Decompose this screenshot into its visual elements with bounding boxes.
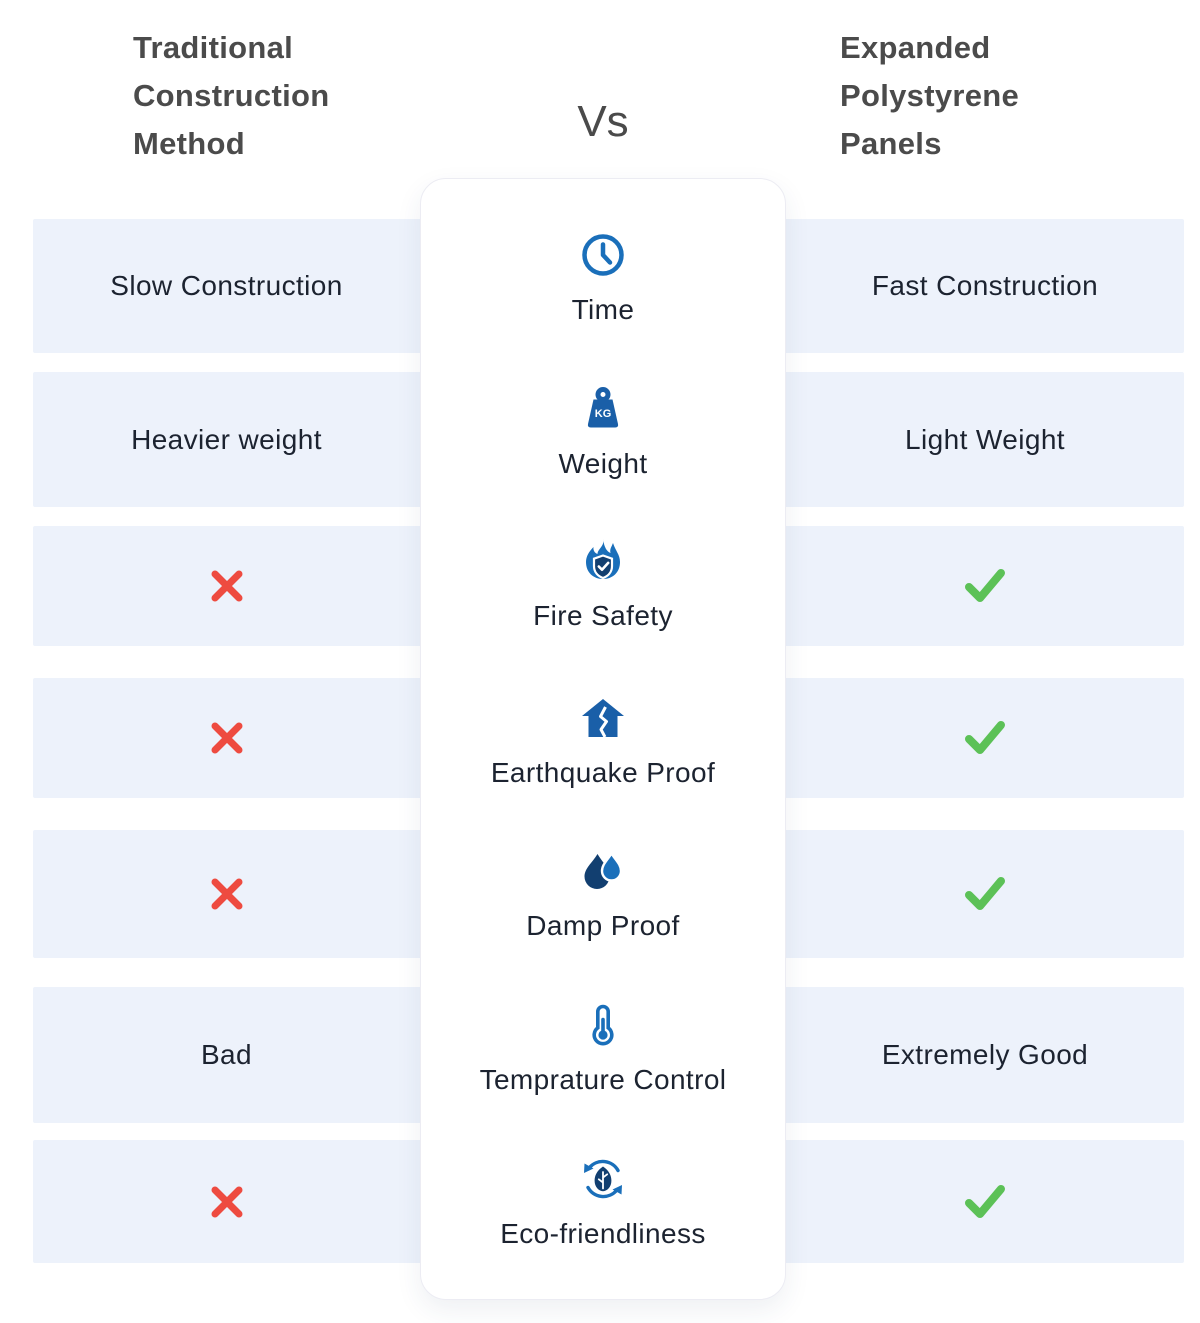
- eco-recycle-leaf-icon: [584, 1159, 622, 1199]
- feature-item: Damp Proof: [421, 847, 785, 942]
- comparison-value: Extremely Good: [881, 1039, 1089, 1070]
- feature-item: Eco-friendliness: [421, 1155, 785, 1250]
- svg-text:KG: KG: [595, 408, 612, 420]
- eps-panels-title: Expanded Polystyrene Panels: [840, 30, 1020, 161]
- eps-cell: Fast Construction: [786, 219, 1184, 353]
- clock-icon: [582, 234, 624, 276]
- check-icon: [965, 877, 1005, 910]
- check-icon: [965, 721, 1005, 754]
- comparison-value: Slow Construction: [110, 270, 343, 301]
- comparison-value: Light Weight: [905, 423, 1065, 455]
- eps-cell: Light Weight: [786, 372, 1184, 507]
- weight-kg-icon: KG: [580, 385, 626, 433]
- traditional-cell: [33, 526, 420, 646]
- eps-cell: [786, 1140, 1184, 1263]
- feature-item: Fire Safety: [421, 537, 785, 632]
- eps-cell: Extremely Good: [786, 987, 1184, 1123]
- feature-label: Fire Safety: [533, 600, 673, 631]
- comparison-value: Fast Construction: [871, 270, 1099, 301]
- traditional-cell: [33, 830, 420, 958]
- comparison-value: Bad: [200, 1039, 253, 1070]
- feature-label: Temprature Control: [479, 1064, 727, 1095]
- eco-recycle-leaf-icon: [579, 1155, 627, 1203]
- cross-icon: [211, 722, 242, 754]
- thermometer-icon: [592, 1004, 614, 1046]
- check-icon: [965, 569, 1005, 602]
- check-icon: [965, 1184, 1005, 1218]
- features-card: Time KG Weight Fire Safety Earthquake Pr…: [420, 178, 786, 1300]
- eps-cell: [786, 526, 1184, 646]
- feature-label: Eco-friendliness: [500, 1218, 706, 1249]
- traditional-cell: [33, 1140, 420, 1263]
- feature-label: Earthquake Proof: [490, 757, 716, 788]
- water-drops-icon: [580, 847, 626, 895]
- water-drops-icon: [584, 851, 623, 889]
- eps-cell: [786, 678, 1184, 798]
- feature-item: Time: [421, 231, 785, 326]
- feature-label: Time: [571, 294, 635, 325]
- thermometer-icon: [580, 1001, 626, 1049]
- feature-item: KG Weight: [421, 385, 785, 480]
- eps-cell: [786, 830, 1184, 958]
- traditional-cell: [33, 678, 420, 798]
- cross-icon: [211, 878, 242, 910]
- feature-item: Temprature Control: [421, 1001, 785, 1096]
- cross-icon: [211, 570, 242, 602]
- traditional-method-title: Traditional Construction Method: [133, 30, 330, 161]
- feature-item: Earthquake Proof: [421, 694, 785, 789]
- traditional-cell: Heavier weight: [33, 372, 420, 507]
- traditional-cell: Slow Construction: [33, 219, 420, 353]
- traditional-cell: Bad: [33, 987, 420, 1123]
- vs-label: Vs: [577, 97, 629, 146]
- comparison-value: Heavier weight: [131, 423, 322, 455]
- fire-shield-icon: [586, 539, 620, 580]
- feature-label: Damp Proof: [526, 910, 680, 941]
- cracked-house-icon: [582, 699, 624, 738]
- weight-kg-icon: KG: [587, 387, 619, 428]
- cracked-house-icon: [580, 694, 626, 742]
- clock-icon: [580, 231, 626, 279]
- fire-shield-icon: [580, 537, 626, 585]
- feature-label: Weight: [558, 448, 648, 479]
- cross-icon: [211, 1186, 242, 1217]
